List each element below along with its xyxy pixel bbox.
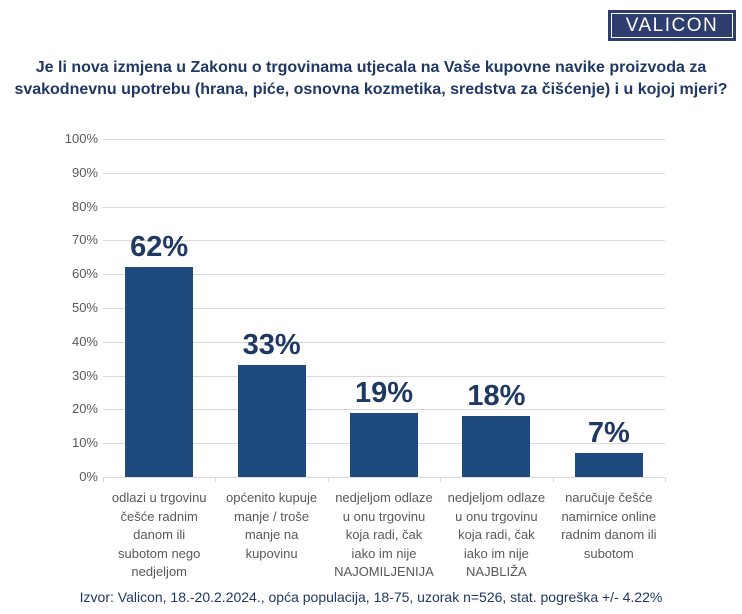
gridline-30% [103,375,665,377]
y-axis-tick-label: 90% [71,164,98,180]
y-axis-tick-label: 80% [71,198,98,214]
x-axis-tick [552,477,554,482]
category-label: nedjeljom odlaze u onu trgovinu koja rad… [447,490,546,579]
category-label: odlazi u trgovinu češće radnim danom ili… [111,490,207,579]
gridline-100% [103,139,665,140]
bar-62% [125,267,194,477]
y-axis-tick-label: 70% [71,232,98,248]
source-note: Izvor: Valicon, 18.-20.2.2024., opća pop… [79,589,663,605]
valicon-logo-frame: VALICON [611,13,733,38]
gridline-80% [103,206,665,208]
chart-title: Je li nova izmjena u Zakonu o trgovinama… [14,59,728,98]
gridline-90% [103,172,665,174]
y-axis-tick-label: 0% [79,469,98,484]
y-axis-tick-label: 30% [71,367,98,383]
valicon-logo-text: VALICON [625,15,719,36]
x-axis-tick [665,477,666,482]
bar-value-label: 18% [467,380,526,413]
bar-value-label: 33% [242,329,301,362]
x-axis-tick [215,477,217,482]
gridline-40% [103,341,665,343]
gridline-20% [103,409,665,411]
category-label: naručuje češće namirnice online radnim d… [561,490,657,561]
valicon-logo: VALICON [608,10,736,41]
y-axis-tick-label: 10% [71,435,98,451]
y-axis-tick-label: 50% [71,300,98,315]
y-axis-tick-label: 60% [71,266,98,282]
bar-7% [574,453,643,477]
bar-value-label: 7% [587,417,630,450]
x-axis-tick [327,477,329,482]
bar-value-label: 62% [130,231,189,264]
bar-19% [350,412,418,477]
x-axis-tick [103,477,104,482]
gridline-60% [103,274,665,276]
bar-value-label: 19% [354,376,414,409]
gridline-70% [103,240,665,242]
plot-area: 62% 33% 19% 18% 7% [103,139,666,482]
y-axis-tick-label: 100% [64,131,98,146]
bar-33% [237,365,306,477]
gridline-50% [103,308,665,309]
category-label: nedjeljom odlaze u onu trgovinu koja rad… [334,490,434,579]
y-axis-tick-label: 20% [71,401,98,417]
category-label: općenito kupuje manje / troše manje na k… [226,490,318,561]
x-axis-tick [440,477,442,482]
y-axis-tick-label: 40% [71,333,98,349]
bar-18% [462,416,531,477]
gridline-0% [103,477,665,478]
